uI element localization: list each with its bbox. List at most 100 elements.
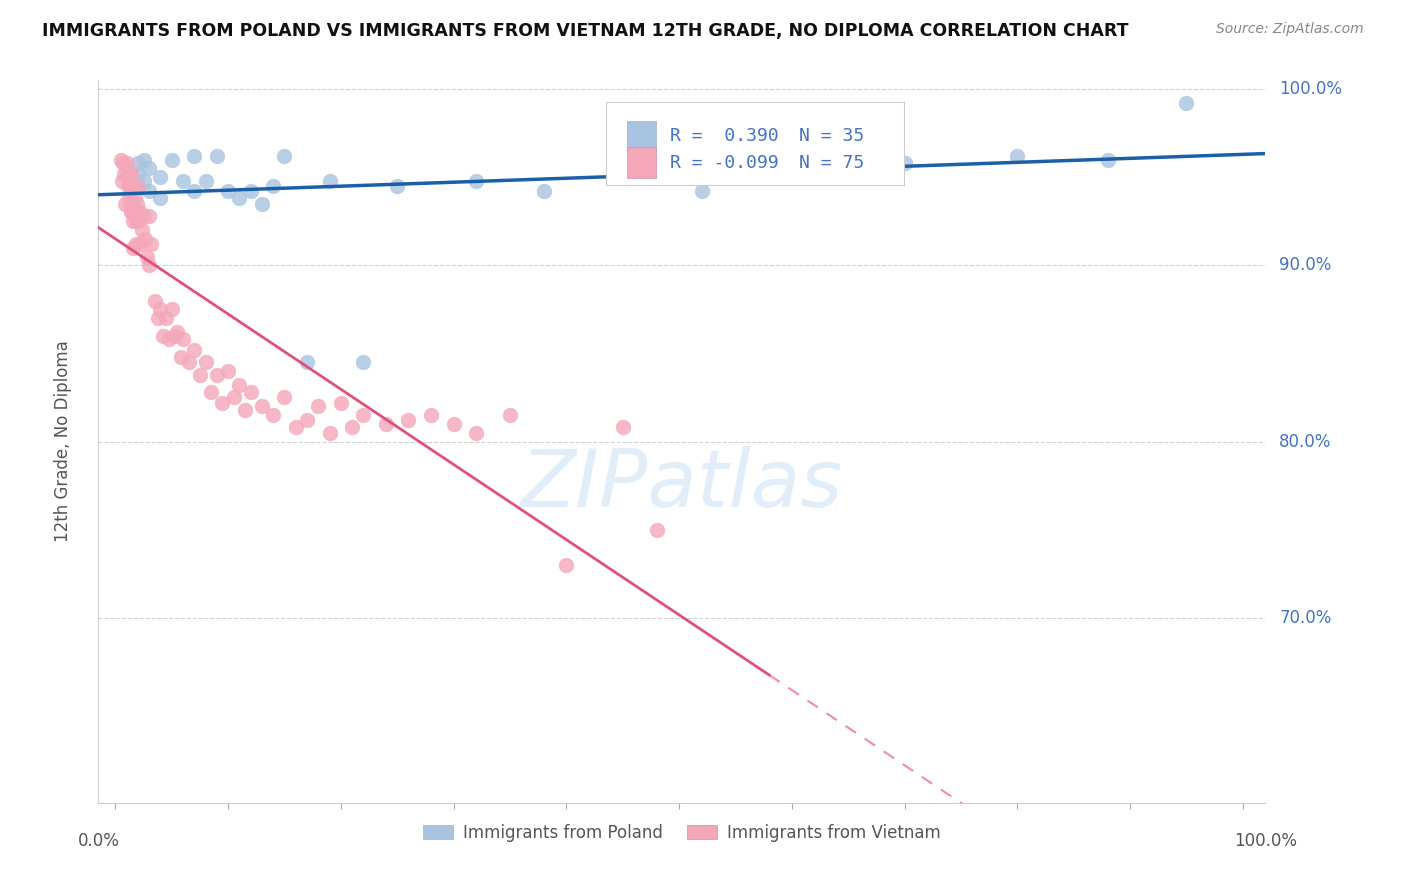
Point bbox=[217, 364, 239, 378]
Text: Source: ZipAtlas.com: Source: ZipAtlas.com bbox=[1216, 22, 1364, 37]
Point bbox=[228, 191, 250, 205]
Point bbox=[273, 149, 295, 163]
Point bbox=[780, 153, 803, 167]
Point bbox=[352, 408, 374, 422]
Text: N = 35: N = 35 bbox=[799, 127, 863, 145]
Point bbox=[127, 179, 149, 194]
Point bbox=[163, 328, 186, 343]
Point bbox=[374, 417, 396, 431]
Point bbox=[131, 223, 153, 237]
Point bbox=[129, 205, 152, 219]
Point bbox=[143, 293, 166, 308]
Point bbox=[239, 184, 262, 198]
Point bbox=[115, 170, 138, 185]
Point bbox=[250, 196, 273, 211]
Point bbox=[420, 408, 443, 422]
Point bbox=[612, 420, 634, 434]
Point bbox=[188, 368, 211, 382]
Point bbox=[160, 302, 183, 317]
FancyBboxPatch shape bbox=[627, 147, 657, 178]
Point bbox=[177, 355, 200, 369]
Point bbox=[183, 343, 205, 357]
Point bbox=[125, 196, 148, 211]
Point bbox=[1097, 153, 1119, 167]
Point bbox=[127, 156, 149, 170]
Text: R =  0.390: R = 0.390 bbox=[671, 127, 779, 145]
Point bbox=[690, 184, 713, 198]
Point bbox=[132, 209, 155, 223]
Point bbox=[250, 399, 273, 413]
Point bbox=[194, 355, 217, 369]
Point bbox=[118, 196, 141, 211]
Point bbox=[141, 237, 163, 252]
Point bbox=[114, 196, 136, 211]
Point bbox=[200, 385, 222, 400]
Point bbox=[465, 174, 488, 188]
Point bbox=[122, 214, 145, 228]
Point bbox=[352, 355, 374, 369]
Point bbox=[148, 311, 170, 326]
Point bbox=[149, 302, 172, 317]
Point bbox=[121, 179, 143, 194]
Point bbox=[295, 355, 318, 369]
Point bbox=[112, 167, 135, 181]
Text: IMMIGRANTS FROM POLAND VS IMMIGRANTS FROM VIETNAM 12TH GRADE, NO DIPLOMA CORRELA: IMMIGRANTS FROM POLAND VS IMMIGRANTS FRO… bbox=[42, 22, 1129, 40]
Point bbox=[111, 174, 134, 188]
Text: R = -0.099: R = -0.099 bbox=[671, 153, 779, 171]
Legend: Immigrants from Poland, Immigrants from Vietnam: Immigrants from Poland, Immigrants from … bbox=[416, 817, 948, 848]
Point bbox=[159, 332, 181, 346]
Point bbox=[499, 408, 522, 422]
Point bbox=[1175, 96, 1198, 111]
Point bbox=[138, 209, 160, 223]
Text: N = 75: N = 75 bbox=[799, 153, 863, 171]
Point bbox=[307, 399, 329, 413]
FancyBboxPatch shape bbox=[627, 120, 657, 151]
Point bbox=[194, 174, 217, 188]
Point bbox=[318, 174, 340, 188]
Point bbox=[124, 191, 146, 205]
Point bbox=[340, 420, 363, 434]
Point bbox=[110, 153, 132, 167]
Point bbox=[222, 391, 245, 405]
Point bbox=[155, 311, 177, 326]
Point bbox=[533, 184, 555, 198]
Point bbox=[127, 167, 149, 181]
Point bbox=[138, 161, 160, 176]
Point bbox=[893, 156, 915, 170]
Point bbox=[211, 396, 233, 410]
Point bbox=[124, 214, 146, 228]
Point bbox=[262, 179, 284, 194]
Text: 70.0%: 70.0% bbox=[1279, 608, 1331, 627]
Point bbox=[465, 425, 488, 440]
Point bbox=[172, 174, 194, 188]
Point bbox=[118, 179, 141, 194]
Point bbox=[118, 187, 141, 202]
Point bbox=[129, 237, 152, 252]
Point bbox=[318, 425, 340, 440]
Point bbox=[183, 184, 205, 198]
Point bbox=[132, 153, 155, 167]
Point bbox=[228, 378, 250, 392]
Point bbox=[124, 237, 146, 252]
Point bbox=[172, 332, 194, 346]
Point bbox=[160, 153, 183, 167]
Point bbox=[132, 174, 155, 188]
Text: 90.0%: 90.0% bbox=[1279, 256, 1331, 275]
Point bbox=[138, 184, 160, 198]
Text: 80.0%: 80.0% bbox=[1279, 433, 1331, 450]
Point bbox=[117, 179, 139, 194]
Point bbox=[112, 156, 135, 170]
Point bbox=[166, 326, 188, 340]
Text: 100.0%: 100.0% bbox=[1279, 80, 1343, 98]
Point bbox=[138, 258, 160, 272]
FancyBboxPatch shape bbox=[606, 102, 904, 185]
Point bbox=[239, 385, 262, 400]
Point bbox=[443, 417, 465, 431]
Point bbox=[170, 350, 193, 364]
Point bbox=[645, 523, 668, 537]
Point bbox=[555, 558, 578, 572]
Point bbox=[120, 167, 142, 181]
Point bbox=[149, 191, 172, 205]
Point bbox=[612, 161, 634, 176]
Point bbox=[205, 368, 228, 382]
